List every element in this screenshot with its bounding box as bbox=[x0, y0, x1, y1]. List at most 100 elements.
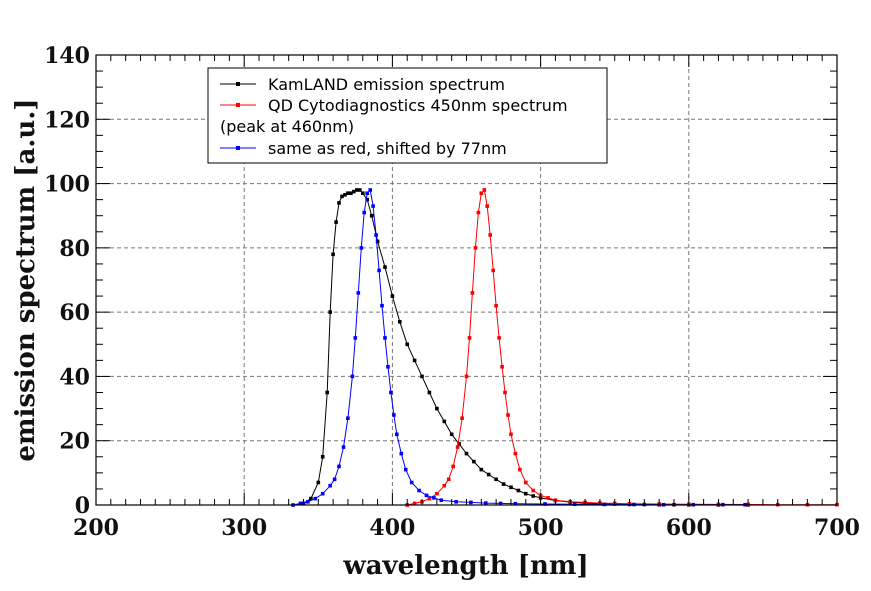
data-point-kamland-emission-spectrum bbox=[352, 189, 356, 194]
data-point-same-as-red-shifted-by-77nm bbox=[306, 500, 310, 504]
data-point-same-as-red-shifted-by-77nm bbox=[417, 488, 421, 493]
data-point-kamland-emission-spectrum bbox=[531, 494, 535, 498]
data-point-qd-cytodiagnostics-450nm-spectrum bbox=[446, 477, 451, 482]
series-line-same-as-red-shifted-by-77nm bbox=[292, 188, 746, 506]
data-point-qd-cytodiagnostics-450nm-spectrum bbox=[412, 501, 417, 506]
data-point-kamland-emission-spectrum bbox=[427, 390, 432, 395]
data-point-kamland-emission-spectrum bbox=[479, 467, 484, 472]
data-point-same-as-red-shifted-by-77nm bbox=[392, 413, 396, 417]
data-point-qd-cytodiagnostics-450nm-spectrum bbox=[518, 467, 522, 472]
data-point-qd-cytodiagnostics-450nm-spectrum bbox=[442, 483, 447, 488]
data-point-kamland-emission-spectrum bbox=[355, 188, 359, 192]
data-point-same-as-red-shifted-by-77nm bbox=[432, 496, 436, 500]
legend: KamLAND emission spectrum QD Cytodiagnos… bbox=[207, 67, 608, 164]
data-point-same-as-red-shifted-by-77nm bbox=[469, 500, 473, 505]
data-point-qd-cytodiagnostics-450nm-spectrum bbox=[513, 451, 518, 456]
data-point-same-as-red-shifted-by-77nm bbox=[572, 502, 577, 506]
data-point-kamland-emission-spectrum bbox=[464, 451, 469, 456]
x-tick-label: 400 bbox=[369, 515, 415, 541]
data-point-same-as-red-shifted-by-77nm bbox=[395, 432, 399, 437]
data-point-same-as-red-shifted-by-77nm bbox=[424, 493, 429, 498]
data-point-same-as-red-shifted-by-77nm bbox=[374, 233, 378, 237]
data-point-same-as-red-shifted-by-77nm bbox=[298, 501, 303, 506]
data-point-qd-cytodiagnostics-450nm-spectrum bbox=[494, 303, 498, 308]
data-point-qd-cytodiagnostics-450nm-spectrum bbox=[435, 491, 439, 496]
grid bbox=[96, 55, 837, 505]
data-point-qd-cytodiagnostics-450nm-spectrum bbox=[488, 233, 492, 237]
data-point-qd-cytodiagnostics-450nm-spectrum bbox=[491, 268, 495, 273]
x-tick-label: 600 bbox=[666, 515, 712, 541]
data-point-kamland-emission-spectrum bbox=[316, 480, 321, 485]
y-tick-label: 0 bbox=[75, 493, 90, 519]
legend-label-qd: QD Cytodiagnostics 450nm spectrum bbox=[268, 96, 568, 115]
data-point-kamland-emission-spectrum bbox=[309, 496, 313, 501]
data-point-kamland-emission-spectrum bbox=[516, 488, 521, 493]
data-point-same-as-red-shifted-by-77nm bbox=[498, 501, 503, 506]
series-line-qd-cytodiagnostics-450nm-spectrum bbox=[407, 188, 837, 506]
data-point-same-as-red-shifted-by-77nm bbox=[371, 204, 375, 208]
x-tick-label: 200 bbox=[73, 515, 119, 541]
series-line-kamland-emission-spectrum bbox=[303, 189, 749, 506]
legend-box bbox=[207, 67, 608, 164]
data-point-kamland-emission-spectrum bbox=[457, 442, 461, 446]
data-point-same-as-red-shifted-by-77nm bbox=[380, 303, 384, 308]
data-point-kamland-emission-spectrum bbox=[365, 197, 369, 202]
series-qd-cytodiagnostics-450nm-spectrum bbox=[405, 188, 839, 507]
data-point-qd-cytodiagnostics-450nm-spectrum bbox=[506, 413, 510, 417]
data-point-qd-cytodiagnostics-450nm-spectrum bbox=[451, 464, 455, 469]
data-point-qd-cytodiagnostics-450nm-spectrum bbox=[482, 188, 487, 192]
data-point-same-as-red-shifted-by-77nm bbox=[386, 365, 390, 369]
data-point-kamland-emission-spectrum bbox=[449, 432, 454, 437]
data-point-qd-cytodiagnostics-450nm-spectrum bbox=[524, 480, 528, 485]
data-point-kamland-emission-spectrum bbox=[349, 191, 353, 195]
data-point-kamland-emission-spectrum bbox=[328, 310, 332, 314]
data-point-kamland-emission-spectrum bbox=[337, 201, 341, 205]
series-same-as-red-shifted-by-77nm bbox=[291, 188, 747, 507]
data-point-qd-cytodiagnostics-450nm-spectrum bbox=[427, 496, 432, 501]
data-point-kamland-emission-spectrum bbox=[524, 491, 528, 496]
data-point-same-as-red-shifted-by-77nm bbox=[543, 502, 547, 506]
y-tick-label: 100 bbox=[44, 172, 90, 198]
ticks bbox=[95, 54, 838, 506]
data-point-same-as-red-shifted-by-77nm bbox=[399, 451, 404, 456]
data-point-same-as-red-shifted-by-77nm bbox=[359, 246, 364, 250]
data-point-same-as-red-shifted-by-77nm bbox=[513, 501, 518, 506]
legend-label-kamland: KamLAND emission spectrum bbox=[268, 75, 505, 94]
data-point-kamland-emission-spectrum bbox=[420, 374, 424, 379]
data-point-same-as-red-shifted-by-77nm bbox=[377, 268, 381, 273]
data-point-same-as-red-shifted-by-77nm bbox=[403, 467, 408, 472]
data-point-kamland-emission-spectrum bbox=[320, 455, 325, 459]
data-point-kamland-emission-spectrum bbox=[412, 358, 417, 363]
data-point-same-as-red-shifted-by-77nm bbox=[439, 498, 444, 502]
data-point-qd-cytodiagnostics-450nm-spectrum bbox=[485, 204, 489, 208]
data-point-same-as-red-shifted-by-77nm bbox=[353, 336, 358, 340]
data-point-kamland-emission-spectrum bbox=[340, 194, 344, 199]
data-point-same-as-red-shifted-by-77nm bbox=[332, 477, 337, 482]
data-point-kamland-emission-spectrum bbox=[334, 220, 338, 224]
y-tick-label: 80 bbox=[59, 236, 90, 262]
data-point-same-as-red-shifted-by-77nm bbox=[383, 336, 387, 340]
legend-label-qd-peak: (peak at 460nm) bbox=[220, 117, 354, 136]
data-point-qd-cytodiagnostics-450nm-spectrum bbox=[503, 390, 507, 395]
data-point-kamland-emission-spectrum bbox=[442, 419, 447, 424]
data-point-qd-cytodiagnostics-450nm-spectrum bbox=[460, 416, 464, 420]
series-kamland-emission-spectrum bbox=[301, 188, 750, 507]
data-point-qd-cytodiagnostics-450nm-spectrum bbox=[531, 488, 535, 493]
data-point-kamland-emission-spectrum bbox=[494, 477, 498, 482]
data-point-kamland-emission-spectrum bbox=[501, 482, 506, 486]
data-point-same-as-red-shifted-by-77nm bbox=[341, 445, 346, 449]
data-point-same-as-red-shifted-by-77nm bbox=[328, 483, 332, 488]
data-point-kamland-emission-spectrum bbox=[398, 320, 402, 324]
data-point-qd-cytodiagnostics-450nm-spectrum bbox=[546, 496, 550, 500]
data-point-same-as-red-shifted-by-77nm bbox=[409, 480, 414, 485]
data-point-same-as-red-shifted-by-77nm bbox=[484, 501, 488, 505]
data-point-kamland-emission-spectrum bbox=[325, 390, 329, 395]
data-point-kamland-emission-spectrum bbox=[331, 252, 335, 257]
data-point-qd-cytodiagnostics-450nm-spectrum bbox=[473, 246, 478, 250]
legend-marker-kamland bbox=[236, 82, 240, 86]
data-point-same-as-red-shifted-by-77nm bbox=[356, 291, 361, 295]
x-tick-label: 500 bbox=[518, 515, 564, 541]
legend-marker-qd bbox=[236, 103, 240, 107]
y-tick-label: 60 bbox=[59, 300, 90, 326]
